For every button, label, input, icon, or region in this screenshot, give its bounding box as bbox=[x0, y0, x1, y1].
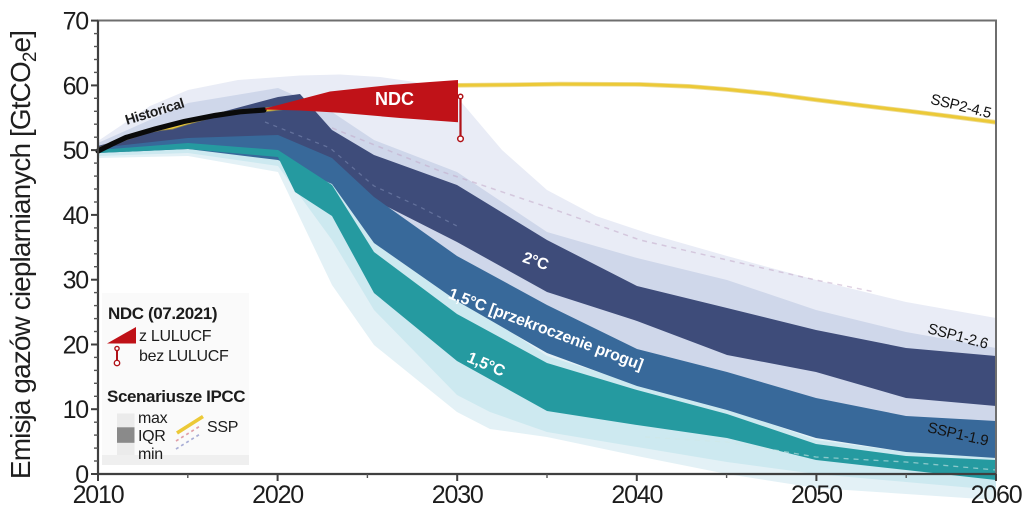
svg-text:NDC (07.2021): NDC (07.2021) bbox=[108, 304, 217, 323]
svg-text:0: 0 bbox=[75, 461, 88, 489]
svg-text:2060: 2060 bbox=[971, 481, 1022, 509]
svg-text:bez LULUCF: bez LULUCF bbox=[139, 348, 229, 365]
svg-text:2020: 2020 bbox=[252, 481, 303, 509]
svg-text:min: min bbox=[138, 446, 163, 463]
svg-text:60: 60 bbox=[63, 72, 89, 100]
svg-text:Scenariusze IPCC: Scenariusze IPCC bbox=[107, 387, 245, 406]
svg-text:50: 50 bbox=[63, 137, 89, 165]
svg-text:2010: 2010 bbox=[73, 481, 124, 509]
svg-text:70: 70 bbox=[63, 8, 89, 36]
svg-text:2030: 2030 bbox=[432, 481, 483, 509]
svg-text:30: 30 bbox=[63, 267, 89, 295]
svg-text:NDC: NDC bbox=[375, 89, 414, 109]
svg-text:SSP: SSP bbox=[207, 419, 238, 436]
svg-text:z LULUCF: z LULUCF bbox=[139, 328, 212, 345]
svg-text:max: max bbox=[138, 410, 168, 427]
svg-text:20: 20 bbox=[63, 332, 89, 360]
svg-text:40: 40 bbox=[63, 202, 89, 230]
svg-text:Emisja gazów cieplarnianych [G: Emisja gazów cieplarnianych [GtCO2e] bbox=[5, 31, 41, 479]
svg-text:10: 10 bbox=[63, 396, 89, 424]
svg-text:2040: 2040 bbox=[611, 481, 662, 509]
svg-text:IQR: IQR bbox=[138, 428, 166, 445]
svg-text:2050: 2050 bbox=[791, 481, 842, 509]
